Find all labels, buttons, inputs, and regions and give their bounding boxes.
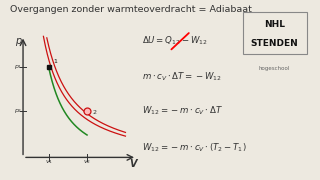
Text: $p_2$: $p_2$ — [14, 107, 22, 115]
Text: $W_{12} = -m \cdot c_V \cdot \Delta T$: $W_{12} = -m \cdot c_V \cdot \Delta T$ — [141, 105, 223, 117]
FancyBboxPatch shape — [243, 12, 307, 54]
Text: Overgangen zonder warmteoverdracht = Adiabaat: Overgangen zonder warmteoverdracht = Adi… — [10, 5, 252, 14]
Text: hogeschool: hogeschool — [259, 66, 290, 71]
Text: V: V — [129, 159, 137, 169]
Text: $W_{12} = -m \cdot c_V \cdot (T_2 - T_1)$: $W_{12} = -m \cdot c_V \cdot (T_2 - T_1)… — [141, 142, 246, 154]
Text: $m \cdot c_V \cdot \Delta T = -W_{12}$: $m \cdot c_V \cdot \Delta T = -W_{12}$ — [141, 71, 221, 83]
Text: 2: 2 — [92, 110, 96, 115]
Text: $v_1$: $v_1$ — [44, 158, 53, 166]
Text: 1: 1 — [54, 59, 58, 64]
Text: STENDEN: STENDEN — [251, 39, 298, 48]
Text: $\Delta U = Q_{12} - W_{12}$: $\Delta U = Q_{12} - W_{12}$ — [141, 35, 207, 48]
Text: $p_1$: $p_1$ — [14, 63, 22, 71]
Text: p: p — [15, 36, 21, 46]
Text: $v_2$: $v_2$ — [83, 158, 91, 166]
Text: NHL: NHL — [264, 20, 285, 29]
